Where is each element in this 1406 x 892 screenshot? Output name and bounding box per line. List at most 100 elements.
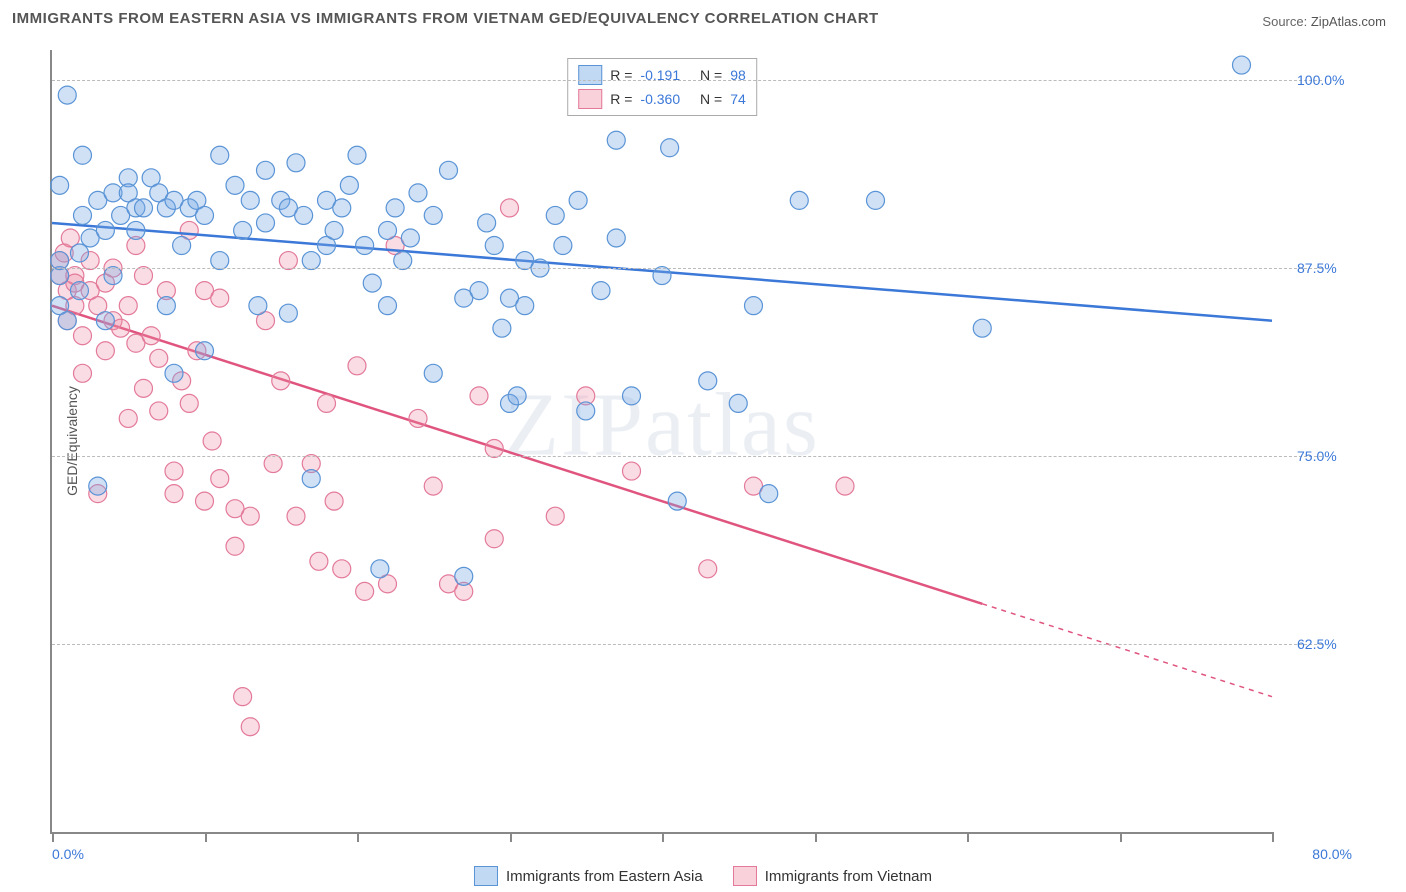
- data-point-eastern_asia: [104, 267, 122, 285]
- gridline-h: [52, 268, 1322, 269]
- data-point-eastern_asia: [546, 206, 564, 224]
- data-point-vietnam: [264, 455, 282, 473]
- data-point-vietnam: [119, 409, 137, 427]
- data-point-eastern_asia: [348, 146, 366, 164]
- data-point-eastern_asia: [295, 206, 313, 224]
- data-point-vietnam: [135, 379, 153, 397]
- source-link[interactable]: ZipAtlas.com: [1311, 14, 1386, 29]
- data-point-vietnam: [470, 387, 488, 405]
- data-point-eastern_asia: [485, 237, 503, 255]
- data-point-vietnam: [318, 394, 336, 412]
- data-point-vietnam: [150, 402, 168, 420]
- data-point-eastern_asia: [745, 297, 763, 315]
- data-point-eastern_asia: [249, 297, 267, 315]
- data-point-eastern_asia: [729, 394, 747, 412]
- data-point-eastern_asia: [668, 492, 686, 510]
- data-point-eastern_asia: [592, 282, 610, 300]
- data-point-vietnam: [196, 492, 214, 510]
- data-point-vietnam: [96, 342, 114, 360]
- data-point-vietnam: [234, 688, 252, 706]
- data-point-eastern_asia: [211, 146, 229, 164]
- data-point-vietnam: [310, 552, 328, 570]
- data-point-eastern_asia: [1233, 56, 1251, 74]
- data-point-vietnam: [485, 440, 503, 458]
- xtick-label: 0.0%: [52, 846, 84, 862]
- ytick-label: 87.5%: [1297, 260, 1357, 276]
- data-point-vietnam: [180, 394, 198, 412]
- data-point-eastern_asia: [89, 477, 107, 495]
- data-point-eastern_asia: [379, 297, 397, 315]
- data-point-eastern_asia: [607, 131, 625, 149]
- bottom-legend: Immigrants from Eastern Asia Immigrants …: [474, 866, 932, 886]
- data-point-eastern_asia: [623, 387, 641, 405]
- data-point-eastern_asia: [478, 214, 496, 232]
- xtick: [1120, 832, 1122, 842]
- data-point-vietnam: [836, 477, 854, 495]
- data-point-eastern_asia: [211, 252, 229, 270]
- data-point-eastern_asia: [70, 244, 88, 262]
- data-point-vietnam: [424, 477, 442, 495]
- plot-area: GED/Equivalency ZIPatlas R = -0.191 N = …: [50, 50, 1272, 834]
- source-attribution: Source: ZipAtlas.com: [1262, 14, 1386, 29]
- data-point-eastern_asia: [440, 161, 458, 179]
- data-point-vietnam: [241, 718, 259, 736]
- data-point-eastern_asia: [653, 267, 671, 285]
- ytick-label: 62.5%: [1297, 636, 1357, 652]
- trend-line-dashed-vietnam: [982, 604, 1272, 697]
- data-point-eastern_asia: [333, 199, 351, 217]
- data-point-eastern_asia: [470, 282, 488, 300]
- data-point-eastern_asia: [569, 191, 587, 209]
- swatch-series-1: [733, 866, 757, 886]
- data-point-eastern_asia: [340, 176, 358, 194]
- data-point-eastern_asia: [973, 319, 991, 337]
- data-point-eastern_asia: [607, 229, 625, 247]
- data-point-eastern_asia: [234, 221, 252, 239]
- data-point-vietnam: [74, 327, 92, 345]
- data-point-eastern_asia: [867, 191, 885, 209]
- ytick-label: 75.0%: [1297, 448, 1357, 464]
- data-point-eastern_asia: [409, 184, 427, 202]
- data-point-eastern_asia: [74, 146, 92, 164]
- data-point-eastern_asia: [401, 229, 419, 247]
- data-point-eastern_asia: [424, 206, 442, 224]
- data-point-eastern_asia: [226, 176, 244, 194]
- data-point-eastern_asia: [96, 312, 114, 330]
- xtick: [1272, 832, 1274, 842]
- data-point-eastern_asia: [371, 560, 389, 578]
- data-point-eastern_asia: [363, 274, 381, 292]
- bottom-legend-item-1: Immigrants from Vietnam: [733, 866, 932, 886]
- data-point-eastern_asia: [279, 304, 297, 322]
- xtick: [967, 832, 969, 842]
- data-point-vietnam: [356, 582, 374, 600]
- data-point-eastern_asia: [554, 237, 572, 255]
- data-point-eastern_asia: [394, 252, 412, 270]
- data-point-vietnam: [485, 530, 503, 548]
- data-point-vietnam: [135, 267, 153, 285]
- xtick-label: 80.0%: [1312, 846, 1352, 862]
- data-point-eastern_asia: [287, 154, 305, 172]
- data-point-eastern_asia: [379, 221, 397, 239]
- data-point-eastern_asia: [70, 282, 88, 300]
- data-point-eastern_asia: [241, 191, 259, 209]
- data-point-eastern_asia: [51, 176, 69, 194]
- data-point-eastern_asia: [74, 206, 92, 224]
- data-point-eastern_asia: [58, 86, 76, 104]
- data-point-vietnam: [623, 462, 641, 480]
- data-point-eastern_asia: [196, 342, 214, 360]
- data-point-eastern_asia: [424, 364, 442, 382]
- data-point-vietnam: [287, 507, 305, 525]
- xtick: [357, 832, 359, 842]
- data-point-eastern_asia: [508, 387, 526, 405]
- chart-title: IMMIGRANTS FROM EASTERN ASIA VS IMMIGRAN…: [12, 10, 879, 27]
- xtick: [510, 832, 512, 842]
- data-point-eastern_asia: [302, 252, 320, 270]
- data-point-vietnam: [279, 252, 297, 270]
- xtick: [52, 832, 54, 842]
- data-point-vietnam: [699, 560, 717, 578]
- chart-container: IMMIGRANTS FROM EASTERN ASIA VS IMMIGRAN…: [0, 0, 1406, 892]
- data-point-eastern_asia: [196, 206, 214, 224]
- data-point-vietnam: [501, 199, 519, 217]
- data-point-vietnam: [348, 357, 366, 375]
- gridline-h: [52, 456, 1322, 457]
- data-point-vietnam: [211, 470, 229, 488]
